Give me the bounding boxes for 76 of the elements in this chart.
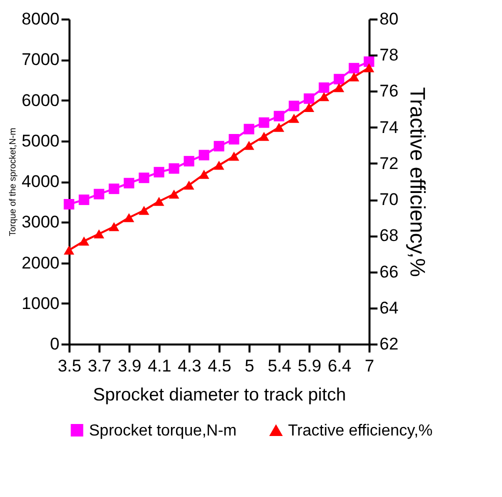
point	[64, 199, 74, 210]
y-axis-title: Torque of the sprocket,N-m	[8, 128, 18, 236]
point	[304, 93, 314, 104]
point	[168, 163, 180, 174]
y2-tick-label: 78	[380, 46, 398, 65]
x-tick-label: 4.3	[178, 356, 202, 376]
y-tick-label: 7000	[22, 50, 60, 70]
point	[168, 190, 180, 199]
point	[364, 63, 374, 72]
point	[94, 229, 104, 238]
x-axis-title: Sprocket diameter to track pitch	[92, 384, 346, 404]
legend-label: Tractive efficiency,%	[288, 422, 433, 440]
point	[288, 114, 300, 123]
point	[198, 150, 210, 160]
point	[78, 194, 90, 206]
point	[64, 246, 74, 255]
y2-tick-label: 74	[380, 118, 398, 137]
point	[258, 117, 270, 128]
y-tick-label: 6000	[22, 90, 60, 110]
y2-tick-label: 66	[380, 262, 398, 282]
x-tick-label: 3.7	[88, 356, 112, 376]
point	[318, 82, 330, 93]
y2-axis-title: Tractive efficiency,%	[405, 87, 428, 277]
x-tick-label: 5.9	[298, 356, 322, 376]
point	[108, 184, 120, 194]
point	[288, 100, 300, 112]
point	[258, 132, 270, 141]
point	[334, 83, 344, 92]
point	[198, 170, 210, 179]
point	[78, 236, 90, 246]
point	[304, 102, 314, 112]
point	[244, 124, 254, 134]
point	[334, 74, 344, 84]
y-tick-label: 1000	[22, 294, 60, 313]
y2-tick-label: 72	[380, 154, 398, 173]
legend-label: Sprocket torque,N-m	[89, 422, 237, 440]
point	[228, 152, 240, 161]
point	[184, 180, 194, 190]
x-tick-label: 4.5	[208, 356, 232, 376]
y-tick-label: 2000	[22, 253, 60, 272]
point	[228, 134, 240, 144]
y2-tick-label: 70	[380, 190, 398, 210]
x-tick-label: 3.9	[118, 356, 142, 376]
y-tick-label: 8000	[22, 10, 60, 28]
point	[318, 92, 330, 102]
y2-tick-label: 80	[380, 10, 398, 28]
point	[274, 110, 284, 122]
point	[124, 178, 134, 188]
x-tick-label: 6.4	[328, 356, 352, 376]
point	[138, 206, 150, 215]
point	[154, 166, 164, 178]
x-tick-label: 5.4	[268, 356, 292, 376]
x-tick-label: 7	[364, 356, 374, 376]
point	[94, 188, 104, 200]
y-tick-label: 3000	[22, 212, 60, 232]
point	[214, 160, 224, 170]
y2-tick-label: 62	[380, 334, 398, 354]
y-tick-label: 0	[50, 334, 60, 354]
point	[184, 156, 194, 166]
point	[154, 196, 164, 206]
point	[108, 222, 120, 232]
x-tick-label: 5	[244, 356, 254, 376]
y2-tick-label: 64	[380, 298, 398, 318]
point	[348, 72, 360, 82]
y2-tick-label: 76	[380, 82, 398, 101]
point	[348, 62, 360, 74]
y2-tick-label: 68	[380, 226, 398, 246]
x-tick-label: 3.5	[58, 356, 82, 376]
point	[214, 140, 224, 152]
x-tick-label: 4.1	[148, 356, 172, 376]
point	[124, 213, 134, 222]
y-tick-label: 5000	[22, 131, 60, 150]
point	[244, 140, 254, 150]
point	[138, 172, 150, 184]
y-tick-label: 4000	[22, 172, 60, 191]
point	[274, 122, 284, 132]
